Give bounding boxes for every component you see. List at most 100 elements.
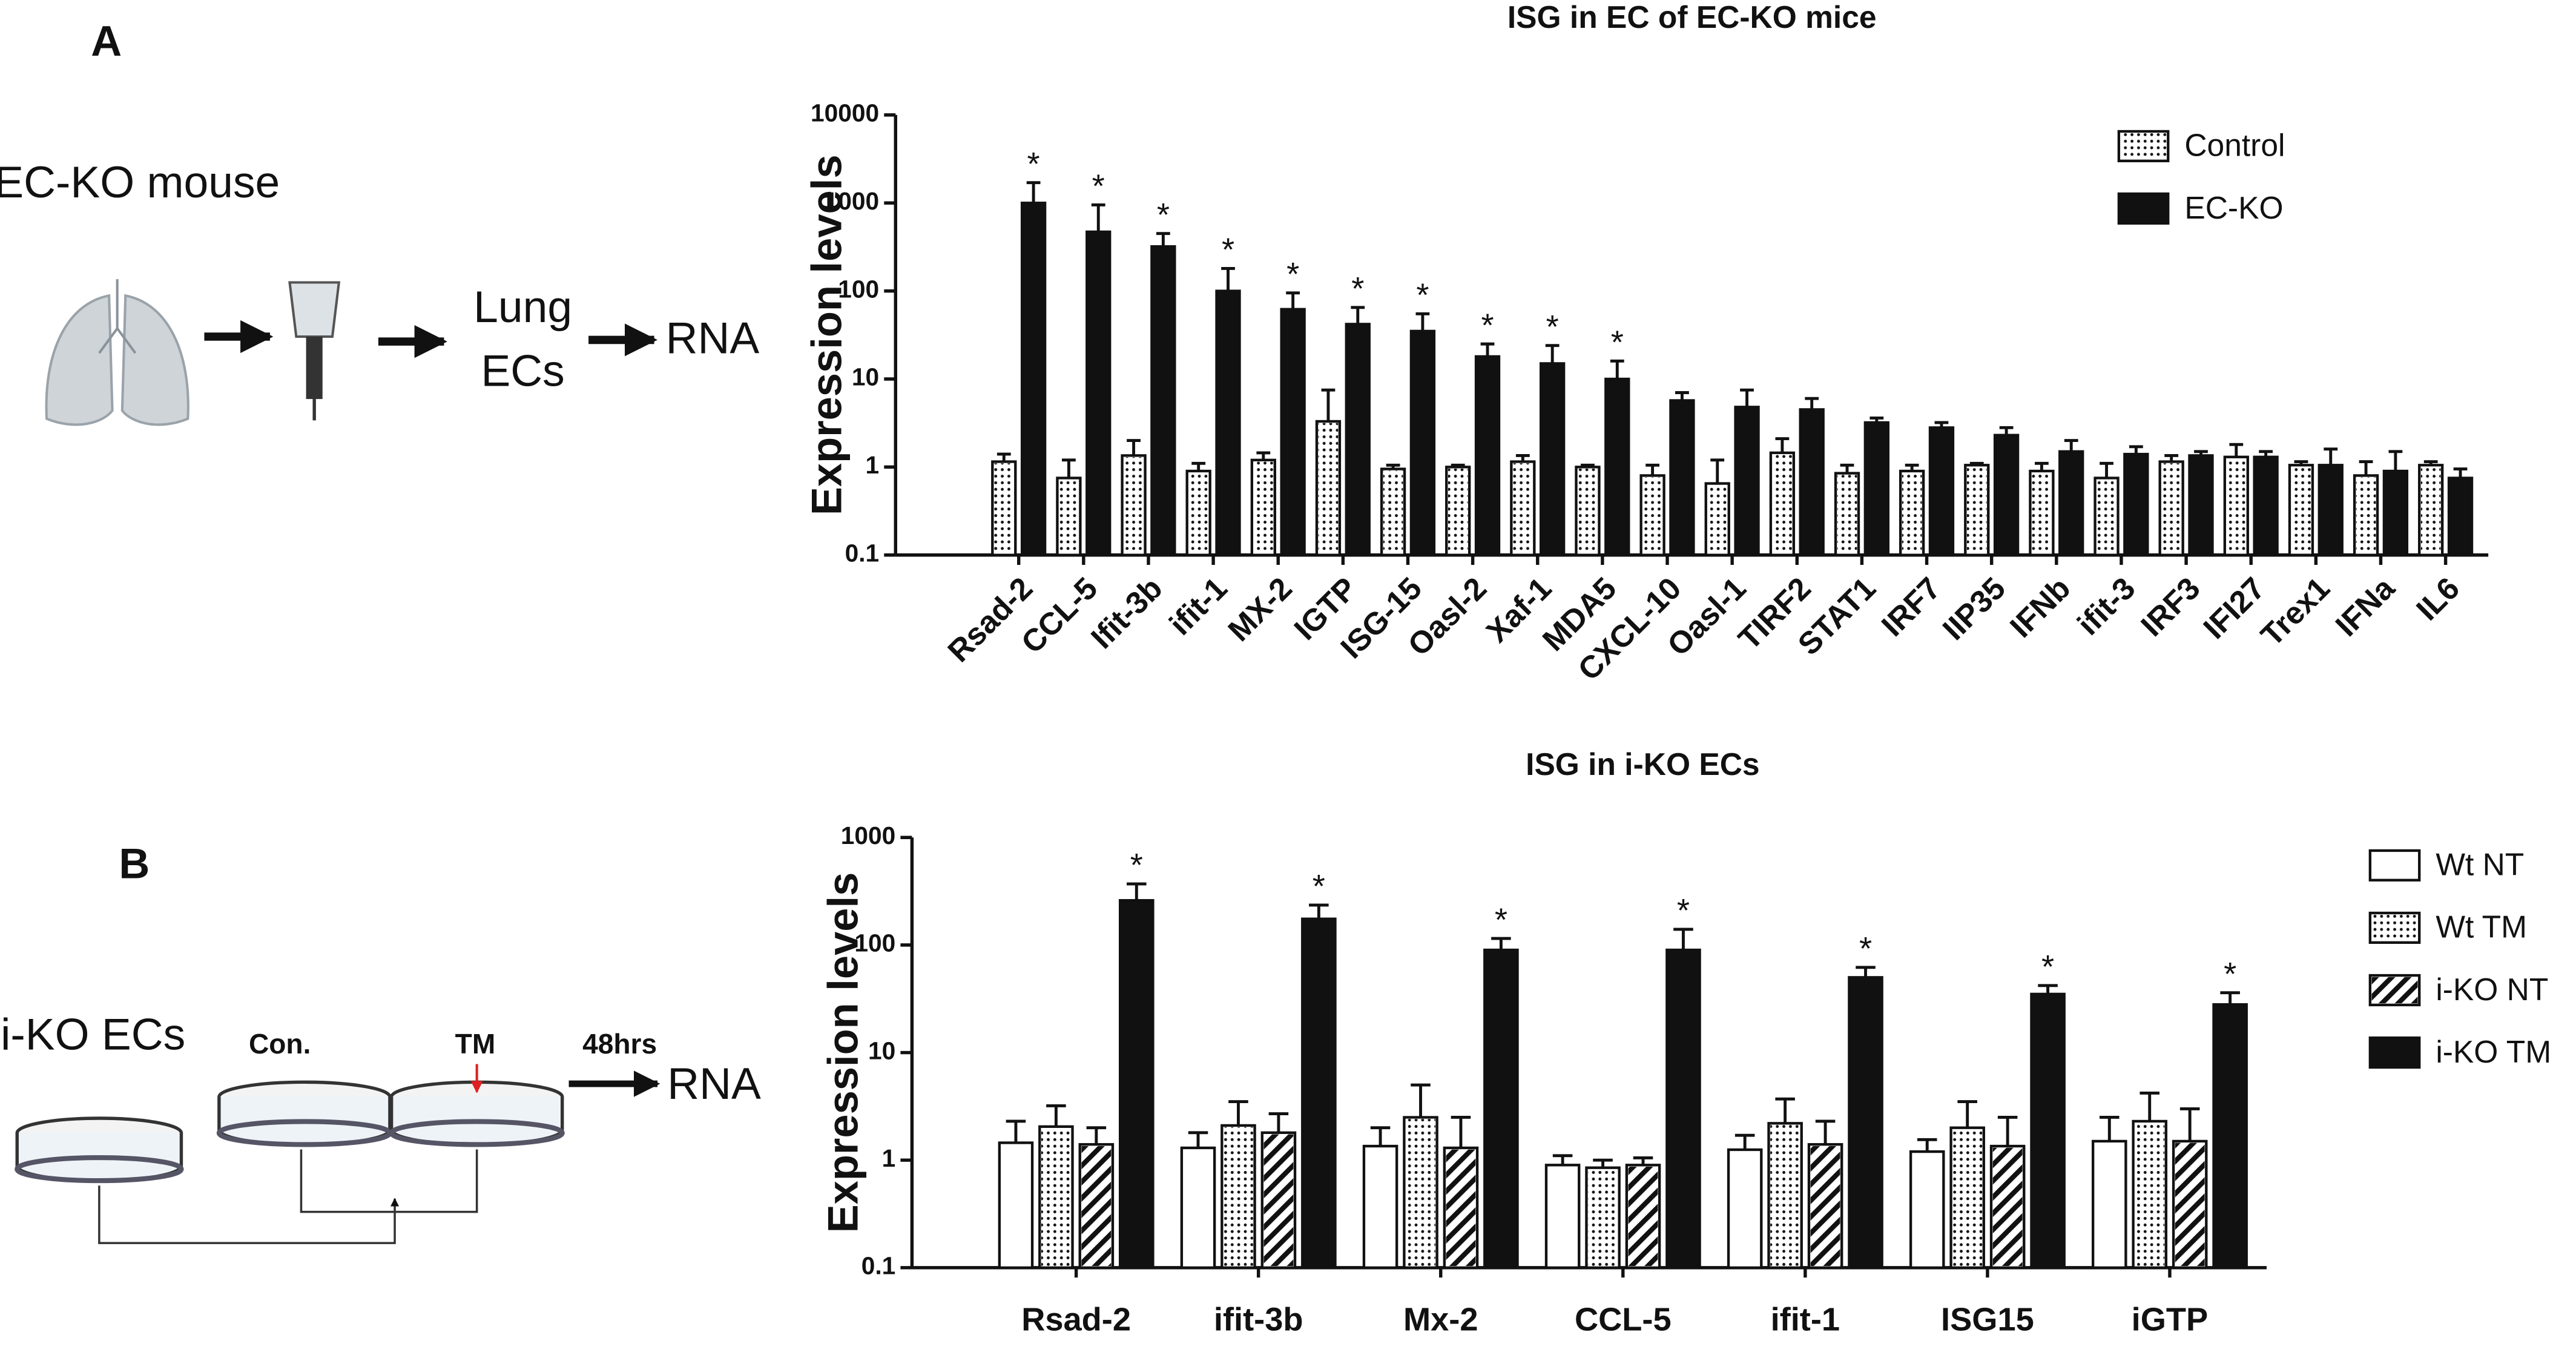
bar [1301, 917, 1337, 1269]
bar-pattern [1188, 472, 1208, 554]
legend-swatch [2368, 849, 2421, 882]
x-tick-label: IRF3 [2134, 570, 2207, 643]
chart-title: ISG in EC of EC-KO mice [1507, 0, 1877, 35]
error-bar [2100, 1116, 2120, 1141]
bar-pattern [1707, 485, 1728, 554]
significance-mark: * [1027, 146, 1040, 182]
bar [1409, 329, 1436, 556]
significance-mark: * [1859, 931, 1872, 967]
diagram-label: Con. [249, 1028, 311, 1060]
y-axis-label: Expression levels [819, 872, 867, 1233]
bar [1544, 1164, 1581, 1269]
panel-label: A [91, 17, 122, 65]
bar-pattern [1041, 1128, 1071, 1267]
lungs-icon [45, 279, 189, 426]
x-tick-label: IL6 [2410, 570, 2466, 627]
significance-mark: * [1222, 232, 1234, 268]
error-bar [1370, 1126, 1391, 1147]
bar [2091, 1139, 2127, 1269]
legend-label: Wt NT [2436, 847, 2524, 882]
bar-pattern [1253, 461, 1274, 554]
bar [2188, 454, 2214, 556]
diagram-label: RNA [667, 1059, 761, 1109]
bar [2317, 464, 2344, 556]
y-tick-label: 1000 [841, 822, 895, 849]
y-tick-label: 10 [868, 1037, 895, 1064]
bar-pattern [1224, 1127, 1253, 1267]
bar-pattern [2226, 458, 2247, 554]
legend-label: EC-KO [2184, 190, 2283, 225]
error-bar [1815, 1119, 1836, 1145]
significance-mark: * [1351, 271, 1364, 307]
error-bar [1415, 312, 1430, 331]
error-bar [1062, 458, 1076, 478]
error-bar [1451, 463, 1465, 467]
error-bar [1552, 1154, 1573, 1165]
error-bar [2129, 445, 2143, 455]
error-bar [1869, 417, 1884, 423]
x-tick-label: CCL-5 [1575, 1302, 1672, 1338]
y-tick-label: 100 [838, 275, 879, 303]
error-bar [2140, 1092, 2160, 1121]
bar [1993, 433, 2020, 556]
bar [1928, 426, 1955, 556]
bar [2382, 469, 2409, 556]
error-bar [1905, 463, 1919, 472]
bar-pattern [994, 463, 1014, 554]
error-bar [1805, 397, 1819, 410]
bar [1119, 898, 1155, 1269]
error-bar [1581, 463, 1595, 467]
bar [2253, 455, 2279, 556]
x-tick-label: Rsad-2 [941, 570, 1039, 668]
x-tick-label: IFNb [2003, 570, 2077, 644]
error-bar [2423, 460, 2438, 466]
error-bar [1610, 359, 1624, 379]
significance-mark: * [2041, 949, 2054, 985]
bar-pattern [1059, 480, 1079, 554]
error-bar [1934, 421, 1949, 428]
x-tick-label: ifit-3b [1214, 1302, 1303, 1338]
significance-mark: * [1495, 901, 1507, 938]
significance-mark: * [1157, 197, 1170, 233]
bar-pattern [1770, 1125, 1800, 1267]
bar [1483, 948, 1519, 1269]
bar-pattern [2032, 472, 2052, 554]
bar [1020, 202, 1047, 556]
diagram-label: ECs [481, 346, 564, 396]
column-icon [288, 281, 341, 421]
error-bar [2164, 453, 2179, 462]
legend-pattern [2371, 977, 2418, 1004]
x-tick-label: MX-2 [1221, 570, 1299, 648]
error-bar [1957, 1100, 1977, 1128]
bar [1280, 308, 1306, 556]
error-bar [1127, 882, 1147, 901]
dish-icons [15, 1080, 565, 1184]
significance-mark: * [1313, 868, 1325, 905]
bar-pattern [1628, 1167, 1658, 1267]
bar-pattern [1263, 1134, 1294, 1267]
error-bar [1673, 928, 1693, 951]
bar [1863, 421, 1889, 556]
diagram-label: Lung [473, 282, 572, 332]
y-tick-label: 1000 [825, 187, 879, 215]
error-bar [2359, 460, 2373, 476]
error-bar [2100, 461, 2113, 478]
error-bar [1086, 1126, 1107, 1145]
error-bar [2179, 1107, 2200, 1141]
bar-pattern [1448, 469, 1468, 554]
error-bar [1740, 388, 1754, 407]
bar [2212, 1003, 2248, 1269]
legend-swatch [2117, 192, 2170, 225]
bar-pattern [1578, 469, 1598, 554]
legend-label: i-KO TM [2436, 1034, 2551, 1069]
bar-pattern [1318, 423, 1339, 554]
bar [1669, 399, 1695, 556]
y-tick-label: 10000 [811, 99, 879, 127]
x-tick-label: IFNa [2328, 570, 2401, 643]
y-tick-label: 100 [854, 929, 895, 957]
bar-pattern [1772, 454, 1793, 554]
bar-pattern [1992, 1147, 2023, 1267]
error-bar [1545, 344, 1560, 364]
significance-mark: * [1611, 325, 1624, 361]
error-bar [1188, 1131, 1208, 1148]
